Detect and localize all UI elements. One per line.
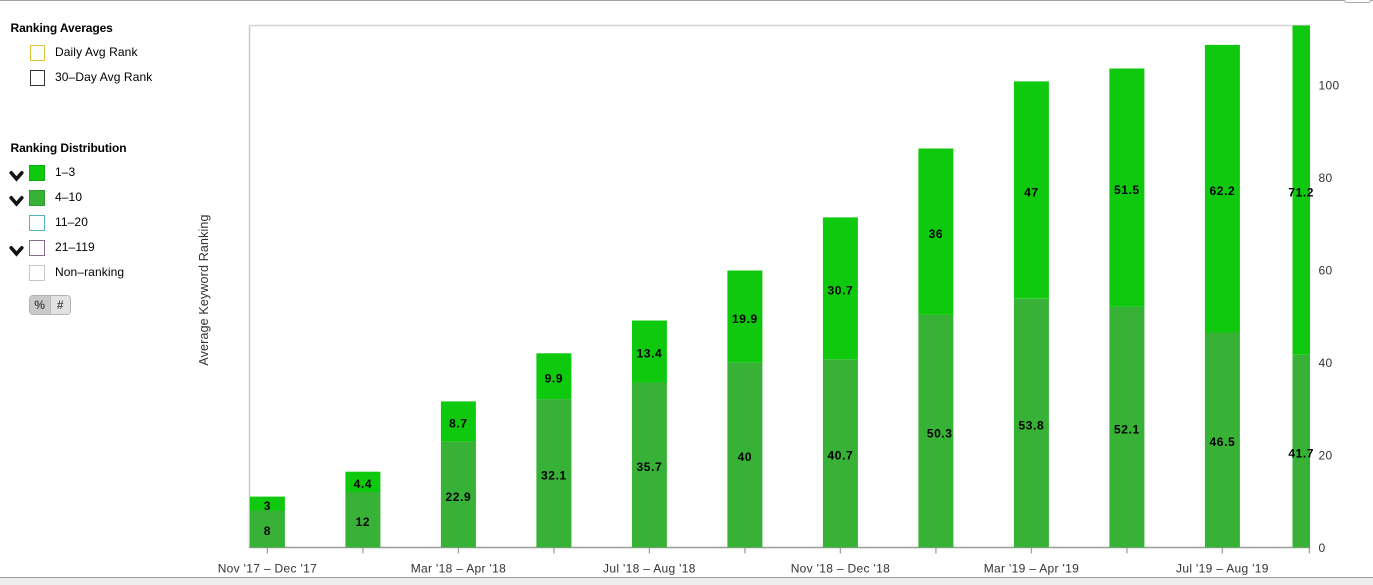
svg-text:62.2: 62.2 [1210,184,1236,198]
svg-text:Mar '19 – Apr '19: Mar '19 – Apr '19 [984,562,1079,576]
svg-text:3: 3 [264,499,271,513]
svg-text:30.7: 30.7 [828,284,854,298]
svg-text:Mar '18 – Apr '18: Mar '18 – Apr '18 [411,562,506,576]
svg-text:20: 20 [1319,448,1333,462]
svg-text:36: 36 [929,227,944,241]
svg-text:41.7: 41.7 [1288,446,1314,460]
svg-text:51.5: 51.5 [1114,183,1140,197]
svg-text:50.3: 50.3 [927,426,953,440]
svg-text:9.9: 9.9 [545,371,563,385]
svg-text:32.1: 32.1 [541,469,567,483]
svg-text:12: 12 [356,515,371,529]
svg-text:60: 60 [1319,263,1333,277]
svg-text:47: 47 [1024,185,1039,199]
svg-text:22.9: 22.9 [446,490,472,504]
svg-text:Jul '19 – Aug '19: Jul '19 – Aug '19 [1176,562,1269,576]
svg-text:Nov '17 – Dec '17: Nov '17 – Dec '17 [218,562,317,576]
svg-text:Average Keyword Ranking: Average Keyword Ranking [197,214,211,365]
svg-text:40.7: 40.7 [828,449,854,463]
svg-text:0: 0 [1319,541,1326,555]
svg-text:100: 100 [1319,78,1340,92]
svg-text:46.5: 46.5 [1210,435,1236,449]
svg-text:8.7: 8.7 [449,417,467,431]
svg-text:80: 80 [1319,171,1333,185]
svg-text:53.8: 53.8 [1019,418,1045,432]
svg-text:8: 8 [264,524,271,538]
svg-text:40: 40 [738,450,753,464]
svg-text:4.4: 4.4 [354,477,372,491]
svg-text:Jul '18 – Aug '18: Jul '18 – Aug '18 [603,562,696,576]
svg-text:13.4: 13.4 [637,347,663,361]
svg-text:52.1: 52.1 [1114,422,1140,436]
svg-text:35.7: 35.7 [637,460,663,474]
svg-text:71.2: 71.2 [1288,185,1314,199]
svg-text:40: 40 [1319,356,1333,370]
svg-text:19.9: 19.9 [732,312,758,326]
svg-text:Nov '18 – Dec '18: Nov '18 – Dec '18 [791,562,890,576]
